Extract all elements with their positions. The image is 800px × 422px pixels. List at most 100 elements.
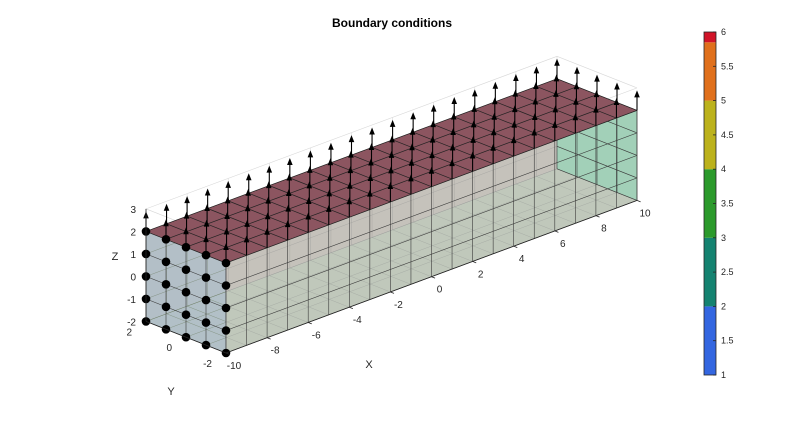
fixed-node [161,280,171,289]
colorbar-bin [704,32,716,43]
colorbar-tick-label: 3.5 [721,199,734,209]
colorbar-tick-label: 6 [721,27,726,37]
grid-line [145,56,558,210]
y-axis-line [145,321,227,354]
colorbar-tick-label: 5 [721,96,726,106]
load-arrow-head [409,127,416,135]
load-arrow-head [369,127,375,135]
z-tick-label: 2 [130,227,136,238]
load-arrows [143,58,640,263]
z-tick-label: 0 [130,272,136,283]
x-tick-label: 8 [601,224,607,235]
fixed-node [181,287,191,297]
mesh-line [225,132,638,286]
z-tick-label: 3 [130,205,136,216]
load-arrow-head [287,157,293,165]
load-arrow-head [492,97,498,105]
x-tick-mark [554,230,559,233]
chart-title: Boundary conditions [332,16,452,30]
x-tick-label: -4 [353,315,362,326]
colorbar-tick-label: 2.5 [721,267,734,277]
load-arrow-head [552,105,559,113]
load-arrow-head [347,181,353,189]
x-tick-label: 10 [639,208,651,219]
load-arrow-head [634,90,640,98]
fixed-node [181,265,191,275]
fixed-node [161,302,171,312]
colorbar-bin [704,237,716,307]
x-axis-line [225,200,638,354]
load-arrow-head [225,180,231,188]
x-tick-label: -10 [227,361,242,372]
colorbar-bin [704,100,716,170]
fixed-node [221,303,231,313]
x-tick-label: 6 [560,239,566,250]
fixed-node [221,326,231,335]
x-tick-mark [390,291,395,294]
x-tick-mark [266,337,271,340]
load-arrow-head [572,113,579,121]
x-axis-label: X [365,359,373,371]
load-arrow-head [348,135,355,143]
z-tick-label: -1 [127,295,136,306]
load-arrow-head [451,96,458,104]
x-tick-label: 0 [437,285,443,296]
colorbar-tick-label: 1 [721,370,726,380]
x-tick-label: -8 [271,346,280,357]
load-arrow-head [449,143,456,151]
fixed-node [221,281,231,290]
load-arrow-head [163,203,170,211]
fixed-node [181,310,191,320]
fixed-node [221,258,231,268]
x-tick-mark [472,261,477,264]
load-arrow-head [389,119,396,127]
y-tick-label: 0 [166,343,172,354]
fixed-node [161,257,171,267]
load-arrow-head [410,112,416,120]
mesh-line [225,155,638,309]
colorbar: 1 1.5 2 2.5 3 3.5 4 4.5 5 5.5 6 [703,27,734,380]
load-arrow-head [307,165,313,173]
load-arrow-head [614,82,620,90]
x-tick-mark [308,322,312,325]
load-arrow-head [204,188,211,196]
load-arrow-head [328,142,334,150]
box-edge [556,56,638,89]
load-arrow-head [512,89,519,97]
load-arrow-head [430,104,437,112]
fixed-node [201,273,211,282]
x-tick-label: 4 [519,254,525,265]
load-arrow-head [469,151,476,159]
x-tick-mark [636,200,641,203]
colorbar-tick-label: 2 [721,301,726,311]
load-arrow-head [389,135,395,143]
load-arrow-head [346,197,353,205]
load-arrow-head [306,181,313,189]
load-arrow-head [409,143,415,151]
load-arrow-head [513,74,519,82]
fixed-node [201,318,211,327]
x-tick-mark [349,306,354,310]
load-arrow-head [492,81,499,89]
load-arrow-head [472,89,478,97]
colorbar-tick-label: 4.5 [721,130,734,140]
load-arrow-head [574,66,580,74]
y-axis-label: Y [167,386,175,398]
fixed-nodes [141,227,231,358]
fixed-node [201,250,211,260]
x-tick-label: -6 [312,330,321,341]
x-tick-mark [513,245,518,248]
load-arrow-head [554,58,560,66]
fixed-node [161,235,171,244]
load-arrow-head [266,165,273,173]
load-arrow-head [533,66,540,74]
load-arrow-head [184,196,190,204]
z-tick-label: 1 [130,250,136,261]
load-arrow-head [594,74,600,82]
load-arrow-head [326,189,333,197]
colorbar-tick-label: 5.5 [721,61,734,71]
x-tick-label: -2 [394,300,403,311]
colorbar-tick-label: 3 [721,233,726,243]
z-tick-label: -2 [127,317,136,328]
load-arrow-head [327,173,333,181]
